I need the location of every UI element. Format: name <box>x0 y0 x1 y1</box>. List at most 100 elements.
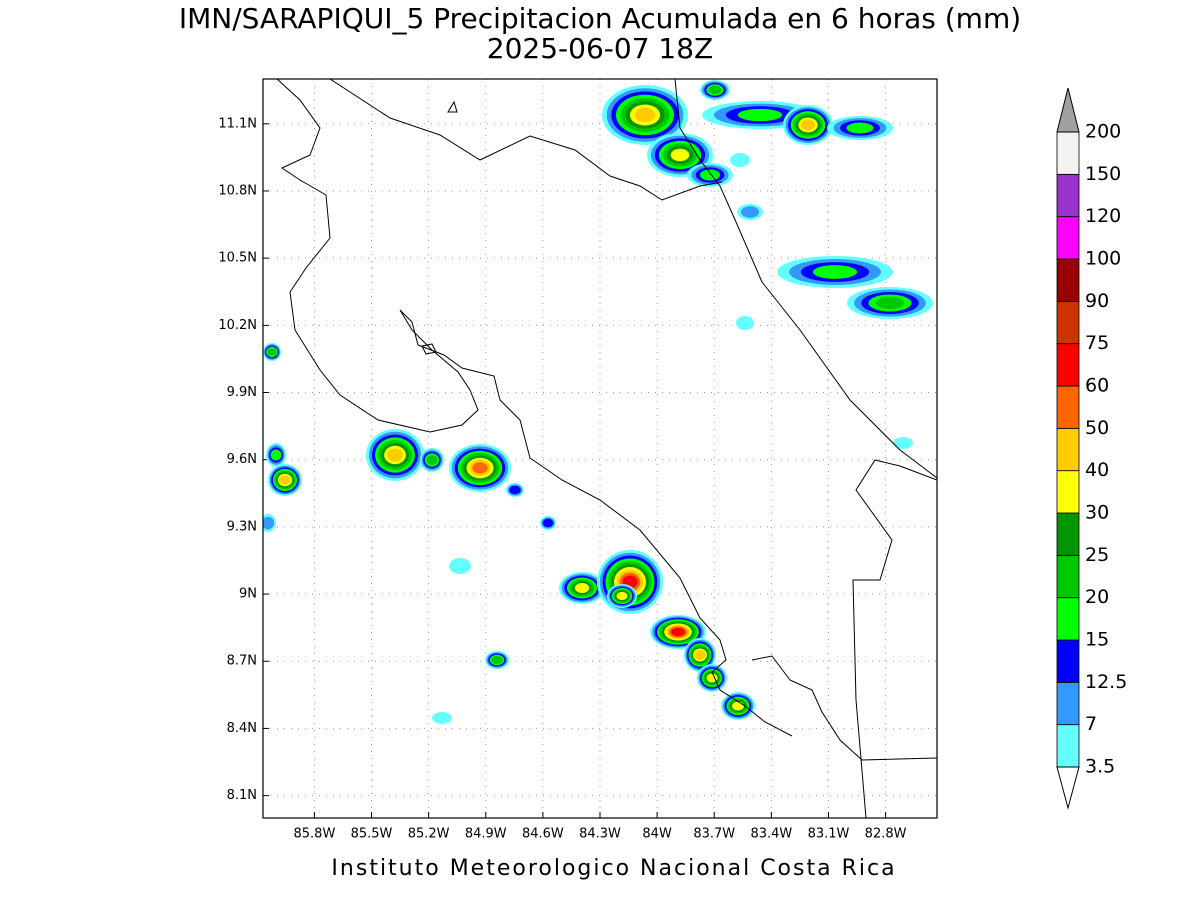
colorbar-bin <box>1056 724 1080 768</box>
title: IMN/SARAPIQUI_5 Precipitacion Acumulada … <box>179 2 1021 35</box>
colorbar-label: 120 <box>1085 205 1121 227</box>
lat-tick-label: 10.5N <box>218 251 257 266</box>
lon-tick-label: 84W <box>642 827 672 842</box>
rain-contour <box>846 122 874 134</box>
colorbar-label: 100 <box>1085 248 1121 270</box>
rain-contour <box>634 107 656 123</box>
colorbar-label: 150 <box>1085 163 1121 185</box>
colorbar-bin <box>1056 681 1080 726</box>
footer: Instituto Meteorologico Nacional Costa R… <box>331 856 896 881</box>
lat-tick-label: 9.6N <box>227 452 257 467</box>
lat-tick-label: 9N <box>239 587 257 602</box>
rain-contour <box>700 169 720 181</box>
rain-contour <box>706 673 718 683</box>
rain-contour <box>893 437 913 449</box>
rain-contour <box>670 148 690 162</box>
lon-tick-label: 84.3W <box>579 827 621 842</box>
colorbar-bin <box>1056 470 1080 514</box>
lat-tick-label: 8.4N <box>227 721 257 736</box>
rain-contour <box>472 462 488 474</box>
island <box>421 100 458 355</box>
rain-contour <box>736 316 754 330</box>
colorbar-under <box>1056 766 1080 810</box>
rain-contour <box>449 558 471 574</box>
lon-tick-label: 85.8W <box>294 827 336 842</box>
colorbar-label: 3.5 <box>1085 756 1115 778</box>
colorbar-over <box>1056 87 1080 133</box>
rain-contour <box>616 591 628 601</box>
colorbar-bin <box>1056 639 1080 683</box>
coastline <box>751 655 937 761</box>
rain-contour <box>812 265 858 279</box>
colorbar-label: 12.5 <box>1085 671 1127 693</box>
lat-tick-label: 9.3N <box>227 519 257 534</box>
colorbar-label: 90 <box>1085 290 1109 312</box>
colorbar-label: 200 <box>1085 121 1121 143</box>
lon-tick-label: 83.1W <box>808 827 850 842</box>
rain-contour <box>740 206 760 218</box>
rain-contour <box>542 518 554 528</box>
border <box>329 79 723 201</box>
border <box>852 459 937 818</box>
lon-tick-label: 82.8W <box>865 827 907 842</box>
colorbar-label: 50 <box>1085 417 1109 439</box>
rain-contour <box>432 712 452 724</box>
coastlines <box>276 79 937 818</box>
colorbar-bin <box>1056 131 1080 175</box>
colorbar-bin <box>1056 385 1080 429</box>
rain-contour <box>800 119 816 131</box>
colorbar-label: 40 <box>1085 459 1109 481</box>
rain-contour <box>732 701 744 711</box>
colorbar-bin <box>1056 216 1080 260</box>
precipitation <box>263 80 933 724</box>
rain-contour <box>263 516 275 530</box>
lon-tick-label: 85.5W <box>351 827 393 842</box>
rain-contour <box>279 475 291 485</box>
rain-contour <box>671 627 685 637</box>
colorbar-bin <box>1056 258 1080 302</box>
colorbar-label: 25 <box>1085 544 1109 566</box>
lat-tick-label: 10.2N <box>218 318 257 333</box>
map-frame <box>262 78 938 819</box>
rain-contour <box>730 153 750 167</box>
rain-contour <box>267 348 277 356</box>
colorbar-bin <box>1056 300 1080 345</box>
lat-tick-label: 11.1N <box>218 116 257 131</box>
lat-tick-label: 9.9N <box>227 385 257 400</box>
colorbar-label: 30 <box>1085 502 1109 524</box>
lon-tick-label: 84.9W <box>465 827 507 842</box>
lat-tick-label: 8.1N <box>227 788 257 803</box>
coastline <box>674 79 937 479</box>
colorbar-label: 75 <box>1085 332 1109 354</box>
rain-contour <box>491 656 503 664</box>
rain-contour <box>708 85 722 95</box>
rain-contour <box>574 583 590 593</box>
colorbar-bin <box>1056 343 1080 387</box>
lon-tick-label: 84.6W <box>522 827 564 842</box>
rain-contour <box>509 485 521 495</box>
colorbar-bin <box>1056 427 1080 472</box>
lat-tick-label: 10.8N <box>218 183 257 198</box>
colorbar-bin <box>1056 597 1080 641</box>
grid <box>263 79 937 818</box>
colorbar-label: 20 <box>1085 586 1109 608</box>
subtitle: 2025-06-07 18Z <box>487 32 713 65</box>
lon-tick-label: 83.7W <box>693 827 735 842</box>
colorbar-label: 7 <box>1085 713 1097 735</box>
lat-tick-label: 8.7N <box>227 654 257 669</box>
colorbar-bin <box>1056 512 1080 556</box>
rain-contour <box>426 455 438 465</box>
coastline <box>276 79 793 737</box>
colorbar-bin <box>1056 173 1080 218</box>
rain-contour <box>737 108 783 122</box>
rain-contour <box>694 650 706 660</box>
rain-contour <box>875 297 905 309</box>
rain-contour <box>270 449 282 461</box>
lon-tick-label: 85.2W <box>408 827 450 842</box>
colorbar-bin <box>1056 554 1080 599</box>
colorbar-label: 15 <box>1085 629 1109 651</box>
colorbar: 3.5 7 12.5 15 20 25 30 40 50 60 75 90 100 120 150 200 <box>1056 87 1127 810</box>
lon-tick-label: 83.4W <box>750 827 792 842</box>
colorbar-label: 60 <box>1085 375 1109 397</box>
